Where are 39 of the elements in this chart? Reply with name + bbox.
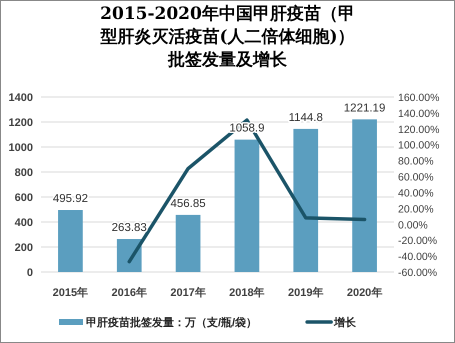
x-tick-label: 2016年	[112, 286, 147, 299]
y2-tick-label: -20.00%	[398, 235, 438, 248]
y2-tick-label: 0.00%	[398, 219, 428, 232]
y2-tick-label: 120.00%	[398, 124, 440, 136]
y2-tick-label: -40.00%	[398, 251, 438, 264]
data-label: 1221.19	[344, 102, 386, 114]
y2-tick-label: 40.00%	[398, 187, 434, 200]
y2-tick-label: 20.00%	[398, 203, 434, 216]
y2-tick-label: 140.00%	[398, 108, 440, 120]
y-tick-label: 0	[26, 267, 33, 279]
y2-tick-label: 80.00%	[398, 156, 434, 168]
bar	[234, 140, 260, 272]
y-tick-label: 1200	[8, 117, 33, 129]
y2-tick-label: -60.00%	[398, 267, 438, 279]
bar	[58, 210, 83, 272]
x-tick-label: 2020年	[346, 286, 382, 299]
bar	[293, 128, 318, 272]
data-label: 495.92	[52, 193, 88, 206]
bar	[176, 214, 200, 272]
data-label: 456.85	[170, 198, 206, 210]
data-label: 263.83	[112, 222, 147, 234]
y-tick-label: 400	[14, 217, 33, 229]
chart-title: 2015-2020年中国甲肝疫苗（甲型肝炎灭活疫苗(人二倍体细胞)）批签发量及增长	[99, 3, 356, 72]
y-tick-label: 600	[14, 192, 33, 204]
bar	[352, 119, 377, 272]
x-tick-label: 2018年	[229, 286, 265, 299]
y2-tick-label: 60.00%	[398, 172, 434, 184]
x-tick-label: 2019年	[288, 286, 324, 299]
y-tick-label: 200	[14, 242, 33, 254]
legend-label: 甲肝疫苗批签发量：万（支/瓶/袋）	[86, 316, 258, 329]
legend-label: 增长	[333, 316, 358, 329]
y2-tick-label: 160.00%	[398, 92, 440, 104]
x-tick-label: 2017年	[170, 286, 206, 299]
x-tick-label: 2015年	[52, 286, 88, 299]
y-tick-label: 800	[14, 167, 33, 179]
y-tick-label: 1000	[8, 142, 33, 154]
data-label: 1144.8	[288, 112, 323, 124]
y2-tick-label: 100.00%	[398, 140, 440, 152]
y-tick-label: 1400	[8, 92, 33, 104]
